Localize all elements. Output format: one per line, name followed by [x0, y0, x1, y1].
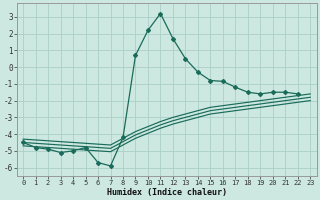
X-axis label: Humidex (Indice chaleur): Humidex (Indice chaleur) — [107, 188, 227, 197]
